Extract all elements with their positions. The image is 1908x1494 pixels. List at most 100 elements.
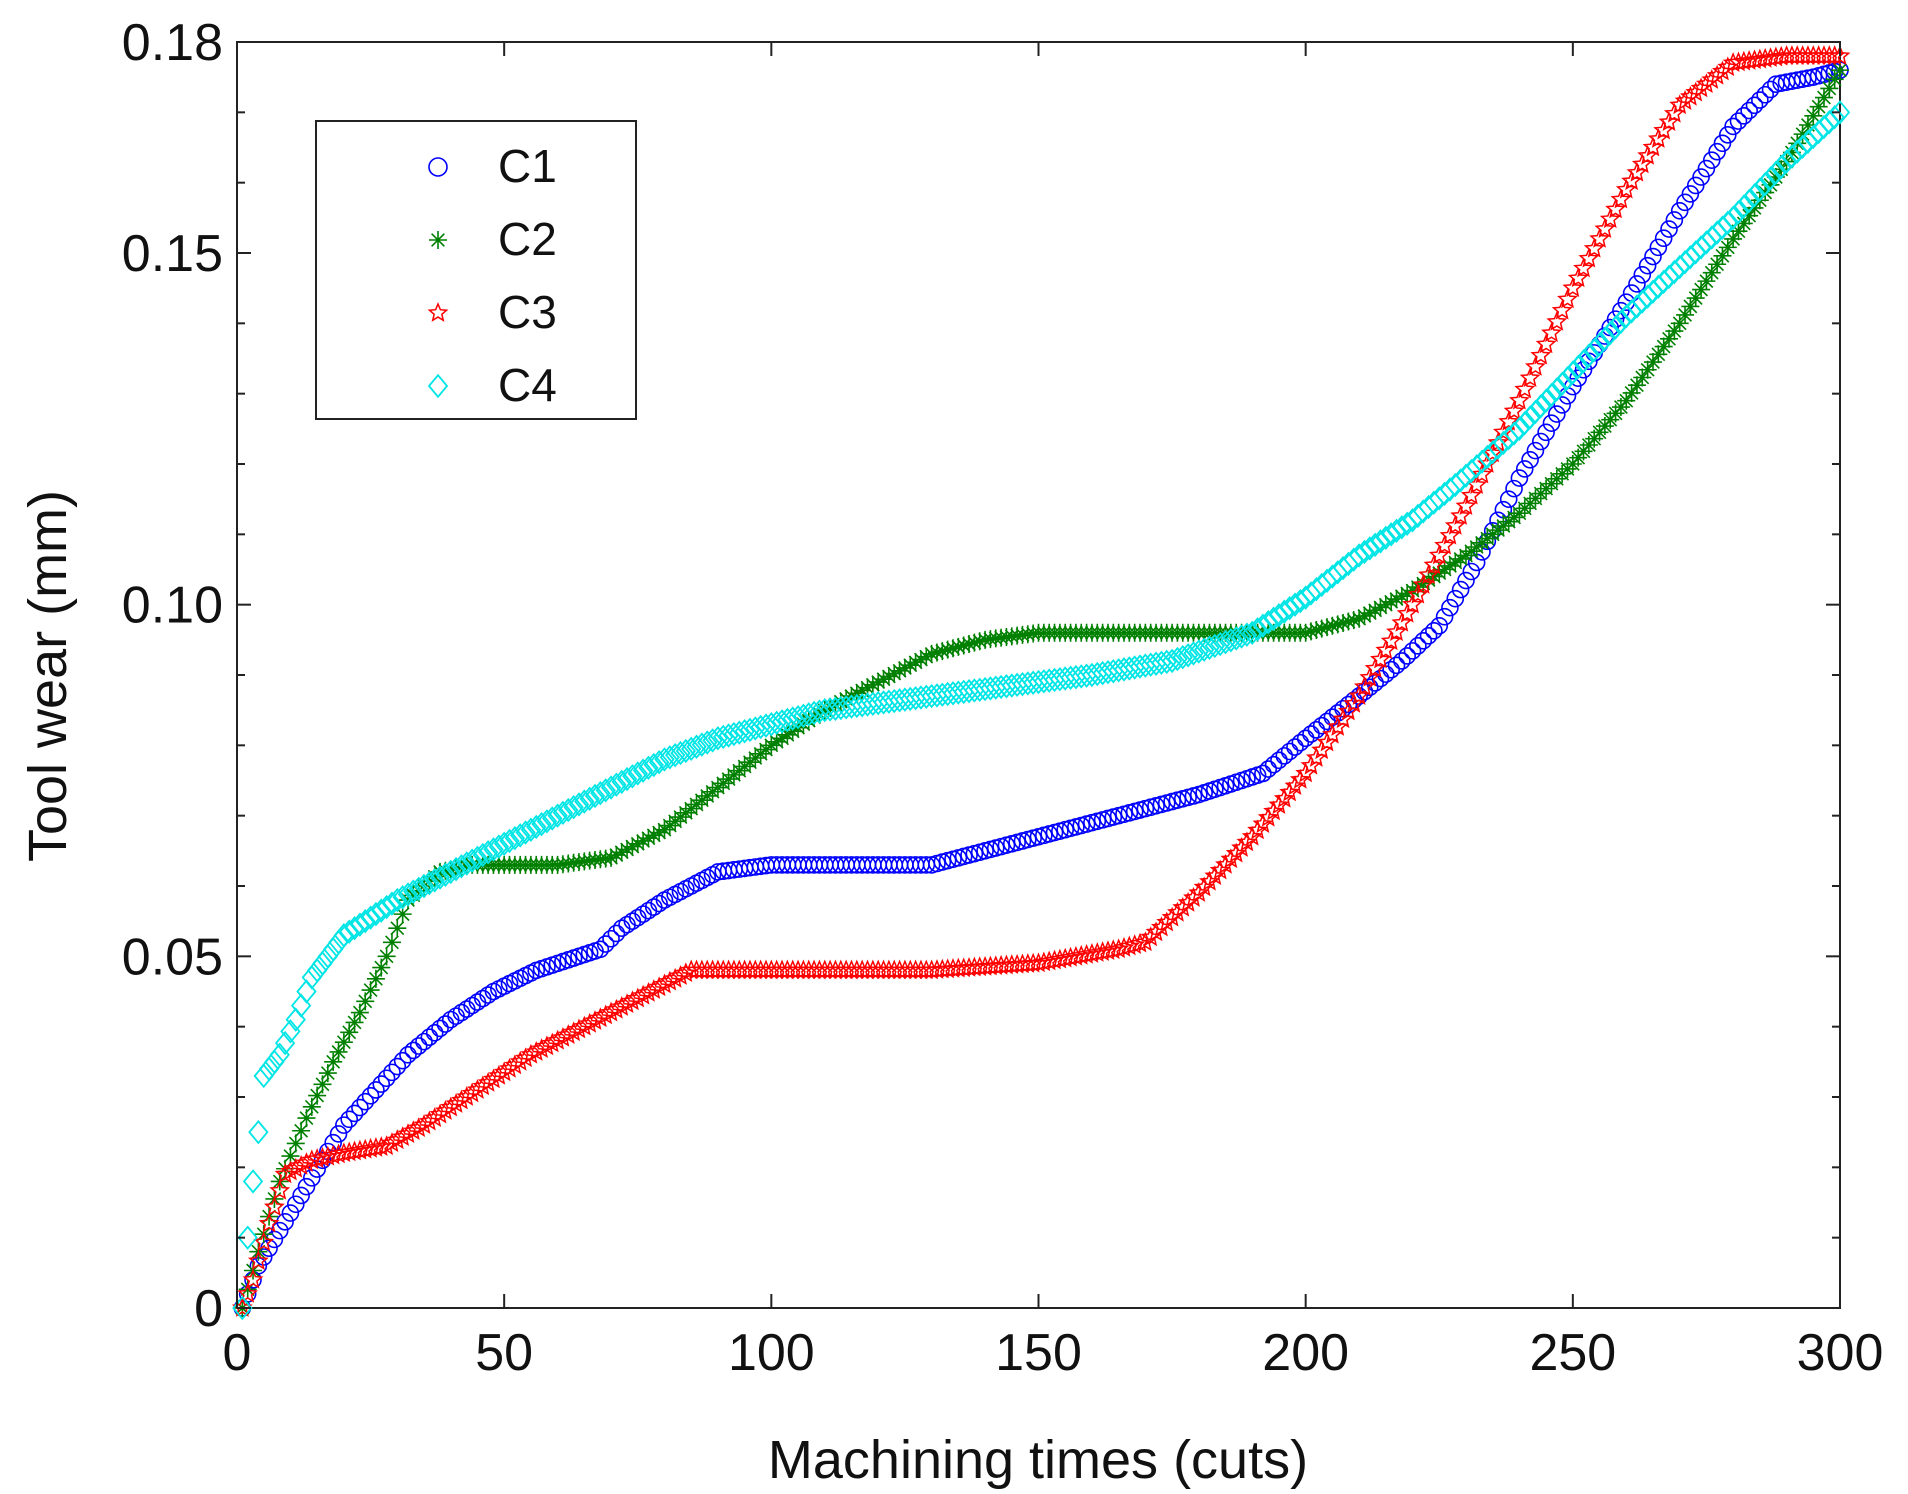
data-point <box>339 919 360 944</box>
data-point <box>483 837 504 862</box>
data-point <box>242 1268 264 1289</box>
data-point <box>1526 441 1545 460</box>
data-point <box>1360 678 1379 697</box>
data-point <box>815 701 834 720</box>
data-point <box>1113 657 1135 682</box>
data-point <box>584 783 606 809</box>
data-point <box>1284 592 1306 617</box>
data-point <box>456 851 477 876</box>
data-point <box>381 891 403 916</box>
data-point <box>1829 45 1851 65</box>
data-point <box>611 769 632 795</box>
data-point <box>905 686 926 711</box>
data-point <box>1643 353 1662 372</box>
data-point <box>504 825 526 851</box>
data-point <box>894 687 916 712</box>
x-tick-label: 250 <box>1529 1324 1616 1382</box>
data-point <box>938 640 957 659</box>
data-point <box>1183 887 1204 907</box>
data-point <box>393 905 412 924</box>
data-point <box>793 703 814 728</box>
data-point <box>445 856 467 882</box>
data-point <box>1065 664 1087 690</box>
data-point <box>1441 598 1459 617</box>
data-point <box>1236 831 1258 852</box>
data-point <box>1339 695 1358 714</box>
data-point <box>345 1013 364 1032</box>
data-point <box>787 704 809 730</box>
data-point <box>1530 344 1552 365</box>
data-point <box>1354 676 1375 696</box>
data-point <box>1268 794 1290 814</box>
data-point <box>1371 598 1390 617</box>
data-point <box>1676 193 1694 212</box>
data-point <box>1391 611 1413 632</box>
data-point <box>1525 399 1546 425</box>
data-point <box>413 873 435 899</box>
data-point <box>356 1092 375 1111</box>
data-point <box>1578 343 1600 368</box>
data-point <box>1348 543 1370 568</box>
data-point <box>1460 484 1482 505</box>
data-point <box>1605 315 1626 340</box>
data-point <box>536 809 558 834</box>
data-point <box>650 823 669 842</box>
data-point <box>858 678 877 697</box>
data-point <box>847 684 866 703</box>
data-point <box>782 706 803 731</box>
data-point <box>1167 646 1188 672</box>
data-point <box>702 728 723 753</box>
data-point <box>248 1119 269 1145</box>
data-point <box>1702 151 1721 169</box>
data-point <box>933 642 952 661</box>
data-point <box>350 1003 369 1022</box>
data-point <box>1376 595 1395 614</box>
data-point <box>606 772 627 797</box>
data-point <box>520 817 542 842</box>
data-point <box>355 908 376 934</box>
data-point <box>773 729 792 748</box>
data-point <box>944 639 963 658</box>
data-point <box>1414 632 1433 650</box>
data-point <box>1451 549 1470 568</box>
data-point <box>590 780 611 806</box>
data-point <box>932 682 953 707</box>
data-point <box>306 958 328 983</box>
data-point <box>927 643 946 662</box>
x-tick-label: 150 <box>995 1324 1082 1382</box>
data-point <box>1044 667 1065 693</box>
data-point <box>329 1125 348 1143</box>
data-point <box>1252 813 1274 833</box>
data-point <box>607 846 626 865</box>
data-point <box>292 1186 310 1205</box>
data-point <box>949 637 968 656</box>
data-point <box>292 1121 311 1140</box>
data-point <box>1049 667 1071 692</box>
data-point <box>431 862 450 881</box>
data-point <box>969 677 990 702</box>
data-point <box>1665 322 1684 341</box>
tick-labels-layer: 0 50 100 150 200 250 300 0 0.05 0.10 0.15 0.18 <box>122 14 1884 1382</box>
data-point <box>1039 668 1060 693</box>
data-point <box>960 635 979 654</box>
data-point <box>602 848 621 867</box>
data-point <box>451 854 472 879</box>
data-point <box>269 1179 291 1200</box>
data-point <box>1605 198 1627 219</box>
data-point <box>1339 612 1358 631</box>
data-point <box>1824 105 1845 130</box>
data-point <box>1627 376 1646 395</box>
data-point <box>377 947 396 966</box>
data-point <box>1393 652 1411 670</box>
data-point <box>1268 603 1290 628</box>
data-point <box>388 919 407 938</box>
data-point <box>415 1032 433 1051</box>
data-point <box>1622 383 1641 402</box>
data-point <box>1541 322 1562 343</box>
data-point <box>853 681 872 700</box>
data-point <box>382 933 401 952</box>
data-point <box>1434 534 1456 555</box>
data-point <box>281 1147 300 1166</box>
data-point <box>408 876 429 902</box>
